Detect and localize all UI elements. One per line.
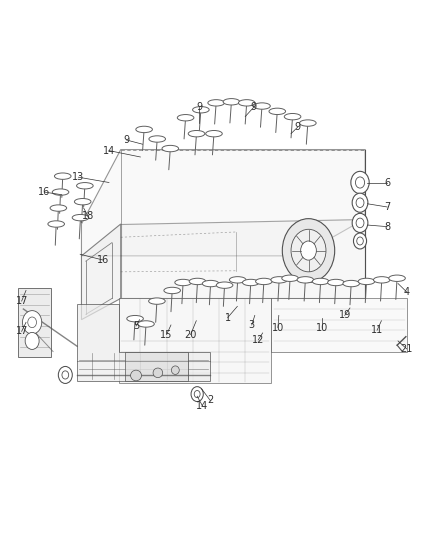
Circle shape: [351, 171, 369, 193]
Ellipse shape: [131, 370, 141, 381]
Circle shape: [283, 219, 335, 282]
Polygon shape: [119, 298, 272, 383]
Ellipse shape: [148, 298, 165, 304]
Ellipse shape: [162, 146, 179, 152]
Circle shape: [191, 386, 203, 401]
Text: 18: 18: [82, 211, 94, 221]
Ellipse shape: [284, 114, 301, 120]
Ellipse shape: [189, 278, 206, 285]
Ellipse shape: [149, 136, 166, 142]
Ellipse shape: [256, 278, 272, 285]
Circle shape: [357, 237, 363, 245]
Polygon shape: [125, 352, 188, 381]
Text: 10: 10: [272, 322, 284, 333]
Text: 2: 2: [207, 395, 213, 406]
Text: 9: 9: [196, 102, 202, 112]
Ellipse shape: [328, 279, 344, 286]
Text: 9: 9: [294, 122, 300, 132]
Ellipse shape: [358, 278, 375, 285]
Text: 8: 8: [384, 222, 390, 232]
Text: 16: 16: [97, 255, 110, 265]
Text: 16: 16: [38, 187, 50, 197]
Ellipse shape: [343, 280, 360, 287]
Ellipse shape: [136, 126, 152, 133]
Ellipse shape: [238, 100, 255, 106]
Ellipse shape: [164, 287, 180, 294]
Ellipse shape: [175, 279, 191, 286]
Polygon shape: [81, 224, 121, 320]
Ellipse shape: [269, 108, 286, 115]
Circle shape: [356, 198, 364, 207]
Ellipse shape: [127, 316, 143, 322]
Text: 9: 9: [124, 135, 130, 145]
Text: 6: 6: [384, 177, 390, 188]
Ellipse shape: [374, 277, 390, 283]
Text: 3: 3: [249, 320, 255, 330]
Text: 20: 20: [184, 329, 197, 340]
Text: 1: 1: [225, 312, 231, 322]
Text: 17: 17: [15, 326, 28, 336]
Ellipse shape: [77, 183, 93, 189]
Ellipse shape: [138, 321, 154, 327]
Circle shape: [291, 229, 326, 272]
Text: 9: 9: [251, 102, 257, 112]
Circle shape: [353, 233, 367, 249]
Ellipse shape: [297, 277, 314, 283]
Circle shape: [28, 317, 36, 328]
Circle shape: [62, 371, 69, 379]
Text: 5: 5: [133, 321, 139, 331]
Text: 15: 15: [160, 329, 173, 340]
Text: 7: 7: [384, 202, 390, 212]
Ellipse shape: [254, 103, 270, 109]
Ellipse shape: [208, 100, 224, 106]
Ellipse shape: [50, 205, 67, 211]
Text: 14: 14: [103, 146, 115, 156]
Text: 12: 12: [252, 335, 265, 345]
Ellipse shape: [202, 280, 219, 287]
Circle shape: [352, 213, 368, 232]
Polygon shape: [272, 298, 407, 352]
Polygon shape: [77, 304, 210, 381]
Text: 19: 19: [339, 310, 351, 320]
Text: 17: 17: [15, 296, 28, 306]
Ellipse shape: [243, 279, 259, 286]
Polygon shape: [81, 150, 365, 256]
Ellipse shape: [52, 189, 69, 195]
Ellipse shape: [223, 99, 240, 105]
Ellipse shape: [282, 275, 298, 281]
Polygon shape: [121, 219, 365, 298]
Circle shape: [300, 241, 316, 260]
Text: 10: 10: [315, 322, 328, 333]
Ellipse shape: [153, 368, 162, 377]
Circle shape: [352, 193, 368, 212]
Ellipse shape: [193, 107, 209, 113]
Ellipse shape: [271, 277, 287, 283]
Circle shape: [194, 391, 200, 398]
Ellipse shape: [216, 282, 233, 288]
Ellipse shape: [54, 173, 71, 179]
Text: 4: 4: [404, 287, 410, 297]
Ellipse shape: [177, 115, 194, 121]
Circle shape: [356, 218, 364, 228]
Circle shape: [22, 311, 42, 334]
Circle shape: [356, 177, 364, 188]
Circle shape: [25, 333, 39, 350]
Ellipse shape: [74, 198, 91, 205]
Ellipse shape: [48, 221, 64, 227]
Text: 11: 11: [371, 325, 383, 335]
Ellipse shape: [312, 278, 329, 285]
Ellipse shape: [300, 120, 316, 126]
Ellipse shape: [171, 366, 179, 374]
Ellipse shape: [188, 131, 205, 137]
Text: 13: 13: [72, 172, 85, 182]
Circle shape: [58, 367, 72, 383]
Ellipse shape: [389, 275, 405, 281]
Ellipse shape: [206, 131, 222, 137]
Polygon shape: [18, 288, 51, 357]
Ellipse shape: [230, 277, 246, 283]
Text: 21: 21: [401, 344, 413, 354]
Text: 14: 14: [196, 401, 208, 411]
Ellipse shape: [72, 214, 89, 221]
